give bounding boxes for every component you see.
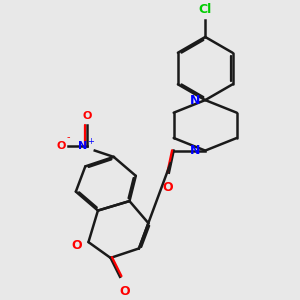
Text: N: N <box>190 94 200 106</box>
Text: O: O <box>162 181 173 194</box>
Text: +: + <box>87 137 94 146</box>
Text: Cl: Cl <box>199 4 212 16</box>
Text: N: N <box>190 144 200 157</box>
Text: O: O <box>57 141 66 151</box>
Text: O: O <box>119 285 130 298</box>
Text: N: N <box>78 141 87 151</box>
Text: -: - <box>67 132 70 142</box>
Text: O: O <box>82 111 92 121</box>
Text: O: O <box>71 239 82 252</box>
